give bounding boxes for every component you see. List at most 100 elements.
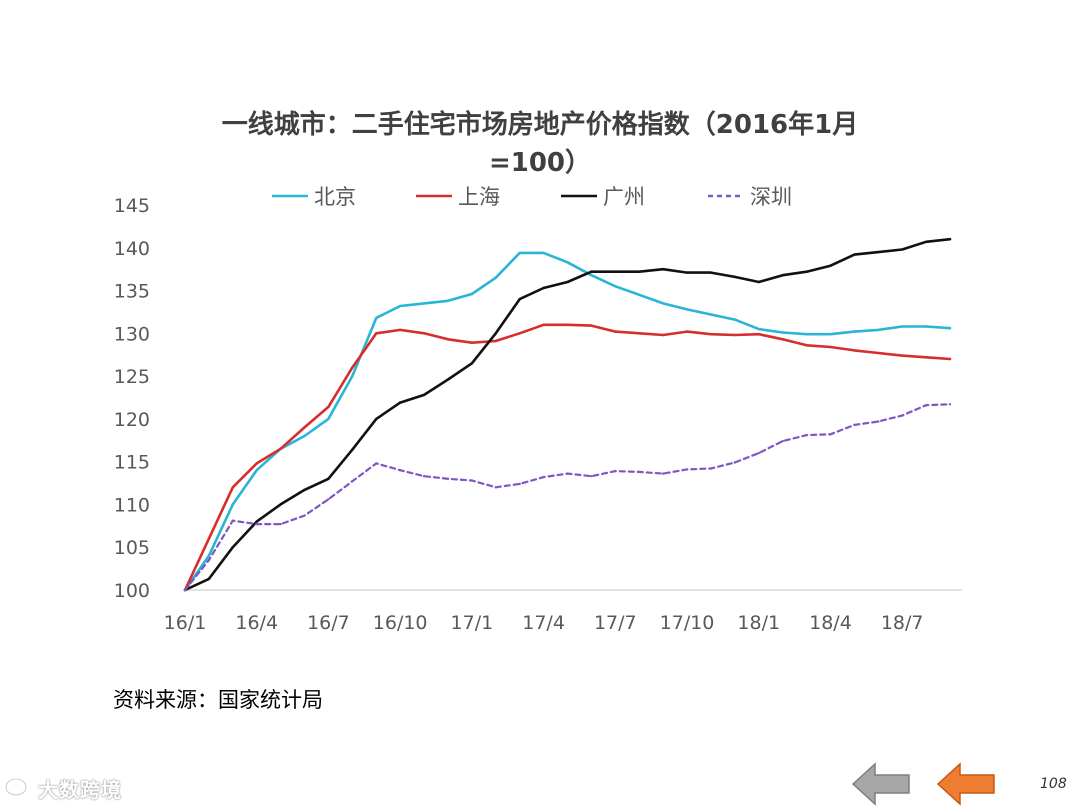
data-point bbox=[757, 280, 760, 284]
y-tick-label: 145 bbox=[114, 195, 150, 217]
data-point bbox=[303, 488, 306, 492]
data-point bbox=[470, 341, 474, 344]
x-tick-label: 17/4 bbox=[522, 612, 565, 634]
data-point bbox=[327, 405, 330, 409]
data-point bbox=[542, 323, 545, 326]
data-point bbox=[255, 520, 258, 523]
data-point bbox=[757, 327, 760, 331]
data-point bbox=[255, 462, 258, 465]
data-point bbox=[470, 479, 474, 482]
data-point bbox=[446, 299, 450, 302]
chart-title-line-2: =100） bbox=[489, 148, 591, 178]
series-shanghai bbox=[183, 323, 952, 592]
data-point bbox=[829, 264, 832, 267]
y-tick-label: 135 bbox=[114, 281, 150, 303]
data-point bbox=[231, 503, 234, 506]
data-point bbox=[733, 333, 736, 337]
data-point bbox=[422, 302, 426, 305]
data-point bbox=[948, 357, 952, 361]
data-point bbox=[733, 461, 736, 464]
x-tick-label: 18/1 bbox=[737, 612, 780, 634]
legend-item: 广州 bbox=[561, 185, 645, 209]
data-point bbox=[494, 276, 497, 279]
x-tick-label: 17/7 bbox=[594, 612, 637, 634]
data-point bbox=[805, 433, 808, 437]
data-point bbox=[948, 238, 952, 241]
series-guangzhou bbox=[183, 237, 952, 592]
x-tick-label: 17/10 bbox=[660, 612, 715, 634]
previous-button[interactable] bbox=[851, 762, 913, 806]
data-point bbox=[518, 251, 521, 255]
data-point bbox=[518, 297, 521, 301]
data-point bbox=[924, 404, 928, 407]
data-point bbox=[518, 482, 521, 486]
data-point bbox=[494, 339, 497, 343]
x-tick-label: 16/1 bbox=[164, 612, 207, 634]
x-tick-label: 16/7 bbox=[307, 612, 350, 634]
legend-item: 北京 bbox=[272, 185, 356, 209]
data-point bbox=[901, 354, 904, 357]
data-point bbox=[279, 503, 282, 506]
data-point bbox=[614, 469, 617, 473]
data-point bbox=[638, 270, 641, 273]
watermark-text: 大数跨境 bbox=[38, 778, 122, 802]
data-point bbox=[661, 302, 665, 305]
data-point bbox=[685, 330, 689, 333]
data-point bbox=[590, 274, 593, 277]
data-point bbox=[709, 313, 713, 316]
data-point bbox=[566, 472, 569, 475]
data-point bbox=[566, 323, 569, 326]
data-point bbox=[781, 439, 784, 443]
x-tick-label: 16/4 bbox=[235, 612, 278, 634]
data-point bbox=[231, 546, 234, 549]
data-point bbox=[757, 451, 760, 455]
data-point bbox=[805, 344, 808, 347]
data-point bbox=[542, 286, 545, 290]
data-point bbox=[661, 472, 665, 475]
data-point bbox=[661, 333, 665, 337]
data-point bbox=[566, 280, 569, 284]
x-tick-label: 18/4 bbox=[809, 612, 852, 634]
y-tick-label: 125 bbox=[114, 366, 150, 388]
data-point bbox=[399, 469, 402, 472]
legend-label: 深圳 bbox=[750, 185, 792, 209]
data-point bbox=[924, 325, 928, 328]
data-point bbox=[351, 448, 354, 451]
data-point bbox=[614, 330, 617, 333]
y-axis: 100 105 110 115 120 125 130 135 140 145 bbox=[114, 195, 150, 602]
data-point bbox=[255, 522, 258, 526]
data-point bbox=[494, 486, 497, 489]
legend-item: 深圳 bbox=[708, 185, 792, 209]
data-point bbox=[781, 338, 784, 341]
series-beijing bbox=[183, 251, 952, 592]
data-point bbox=[638, 470, 641, 474]
y-tick-label: 140 bbox=[114, 238, 150, 260]
data-point bbox=[877, 420, 880, 423]
legend-label: 上海 bbox=[458, 185, 500, 209]
data-point bbox=[351, 480, 354, 483]
data-point bbox=[757, 333, 760, 336]
next-button[interactable] bbox=[936, 762, 998, 806]
data-point bbox=[351, 374, 354, 378]
data-point bbox=[901, 248, 904, 251]
data-point bbox=[781, 331, 784, 334]
data-point bbox=[494, 332, 497, 335]
data-point bbox=[853, 330, 856, 333]
data-point bbox=[661, 268, 665, 271]
data-point bbox=[924, 356, 928, 359]
data-point bbox=[542, 251, 545, 255]
data-point bbox=[399, 304, 402, 308]
data-point bbox=[303, 514, 306, 517]
y-tick-label: 105 bbox=[114, 537, 150, 559]
data-point bbox=[924, 240, 928, 243]
data-point bbox=[399, 328, 402, 332]
series-layer bbox=[183, 237, 952, 592]
data-point bbox=[614, 270, 617, 273]
data-point bbox=[375, 417, 378, 421]
data-point bbox=[685, 271, 689, 274]
data-point bbox=[948, 327, 952, 330]
source-note: 资料来源：国家统计局 bbox=[113, 688, 323, 712]
data-point bbox=[542, 475, 545, 479]
data-point bbox=[805, 270, 808, 273]
data-point bbox=[422, 393, 426, 397]
